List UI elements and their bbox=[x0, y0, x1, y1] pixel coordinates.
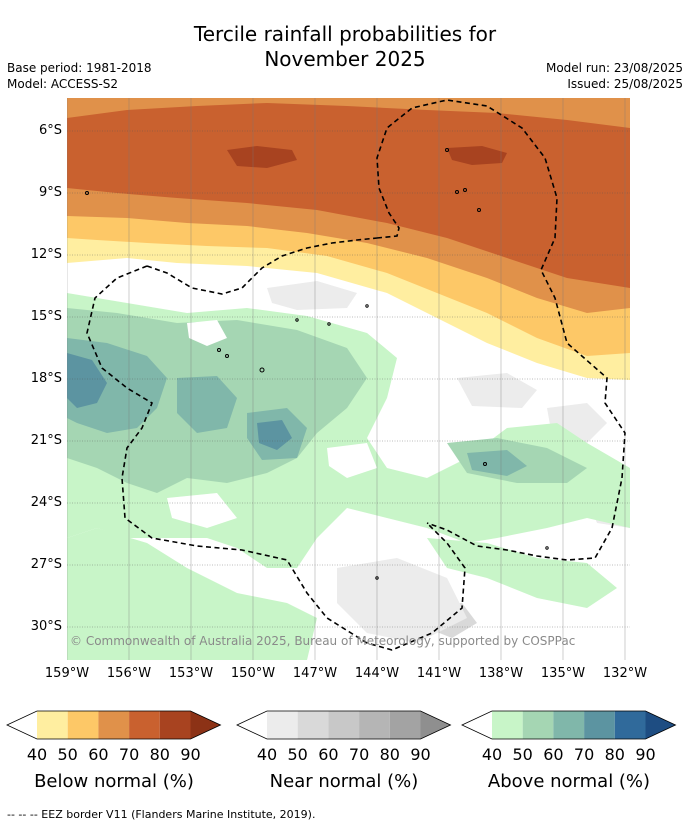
above-60-region bbox=[467, 450, 527, 476]
lat-label: 30°S bbox=[30, 619, 62, 634]
cbar-segment bbox=[190, 711, 221, 739]
cbar-segment bbox=[492, 711, 523, 739]
cbar-tick: 80 bbox=[604, 745, 625, 764]
cbar-tick: 90 bbox=[635, 745, 656, 764]
cbar-segment bbox=[129, 711, 160, 739]
lat-label: 21°S bbox=[30, 433, 62, 448]
model-run: Model run: 23/08/2025 bbox=[545, 61, 683, 75]
cbar-segment bbox=[159, 711, 191, 739]
map-title: Tercile rainfall probabilities for Novem… bbox=[0, 22, 690, 72]
near-40-region bbox=[267, 281, 357, 310]
islands bbox=[85, 148, 549, 580]
cbar-segment bbox=[7, 711, 37, 739]
no-signal-area bbox=[167, 493, 237, 528]
cbar-tick: 40 bbox=[26, 745, 48, 764]
above-normal-title: Above normal (%) bbox=[487, 771, 651, 792]
below-80-region bbox=[447, 146, 507, 165]
lat-label: 12°S bbox=[30, 247, 62, 262]
lon-label: 147°W bbox=[292, 666, 338, 681]
cbar-tick: 80 bbox=[379, 745, 400, 764]
eez-border-note: -- -- -- EEZ border V11 (Flanders Marine… bbox=[7, 808, 316, 821]
cbar-segment bbox=[614, 711, 646, 739]
above-70-region bbox=[257, 420, 292, 450]
lon-gridlines bbox=[67, 98, 626, 660]
cbar-segment bbox=[237, 711, 267, 739]
base-period: Base period: 1981-2018 bbox=[7, 61, 152, 75]
cbar-segment bbox=[553, 711, 585, 739]
cbar-segment bbox=[297, 711, 329, 739]
lat-label: 15°S bbox=[30, 309, 62, 324]
cbar-segment bbox=[67, 711, 99, 739]
no-signal-area bbox=[327, 443, 377, 478]
cbar-segment bbox=[98, 711, 130, 739]
lat-label: 18°S bbox=[30, 371, 62, 386]
title-line-1: Tercile rainfall probabilities for bbox=[193, 22, 497, 46]
cbar-tick: 70 bbox=[118, 745, 140, 764]
near-40-region bbox=[337, 558, 467, 643]
cbar-tick: 50 bbox=[512, 745, 533, 764]
eez-border-tuamotu bbox=[146, 237, 378, 295]
cbar-segment bbox=[420, 711, 451, 739]
cbar-tick: 90 bbox=[410, 745, 431, 764]
near-normal-colorbar bbox=[236, 710, 452, 740]
above-60-region bbox=[177, 376, 237, 433]
cbar-tick: 40 bbox=[481, 745, 503, 764]
lon-label: 141°W bbox=[416, 666, 462, 681]
no-signal-area bbox=[187, 320, 227, 346]
cbar-tick: 90 bbox=[180, 745, 201, 764]
lon-label: 156°W bbox=[106, 666, 152, 681]
cbar-segment bbox=[584, 711, 615, 739]
run-info: Model run: 23/08/2025 Issued: 25/08/2025 bbox=[546, 60, 683, 92]
cbar-tick: 50 bbox=[287, 745, 308, 764]
cbar-segment bbox=[389, 711, 421, 739]
lon-label: 135°W bbox=[540, 666, 586, 681]
lon-label: 144°W bbox=[354, 666, 400, 681]
cbar-tick: 60 bbox=[88, 745, 109, 764]
cbar-segment bbox=[37, 711, 68, 739]
cbar-segment bbox=[645, 711, 676, 739]
cbar-segment bbox=[328, 711, 360, 739]
copyright-notice: © Commonwealth of Australia 2025, Bureau… bbox=[70, 634, 576, 648]
title-line-2: November 2025 bbox=[264, 47, 426, 71]
below-normal-colorbar bbox=[6, 710, 222, 740]
lon-label: 159°W bbox=[44, 666, 90, 681]
cbar-tick: 60 bbox=[543, 745, 564, 764]
lat-label: 9°S bbox=[38, 185, 62, 200]
cbar-tick: 50 bbox=[57, 745, 78, 764]
below-80-region bbox=[227, 146, 297, 168]
above-70-region bbox=[67, 353, 107, 408]
lat-label: 6°S bbox=[38, 123, 62, 138]
cbar-tick: 70 bbox=[348, 745, 370, 764]
above-normal-colorbar bbox=[461, 710, 677, 740]
cbar-segment bbox=[462, 711, 492, 739]
cbar-tick: 70 bbox=[573, 745, 595, 764]
lon-label: 138°W bbox=[478, 666, 524, 681]
eez-border-marquesas bbox=[376, 99, 626, 561]
cbar-segment bbox=[522, 711, 554, 739]
model-info: Base period: 1981-2018 Model: ACCESS-S2 bbox=[7, 60, 152, 92]
lon-label: 153°W bbox=[168, 666, 214, 681]
near-40-region bbox=[457, 373, 537, 408]
eez-border-cook-islands bbox=[86, 265, 466, 651]
above-40-region bbox=[427, 538, 617, 608]
cbar-tick: 60 bbox=[318, 745, 339, 764]
cbar-tick: 40 bbox=[256, 745, 278, 764]
near-normal-title: Near normal (%) bbox=[269, 771, 419, 792]
probability-map bbox=[67, 98, 630, 660]
cbar-segment bbox=[267, 711, 298, 739]
model-name: Model: ACCESS-S2 bbox=[7, 77, 119, 91]
issued-date: Issued: 25/08/2025 bbox=[567, 77, 683, 91]
lon-label: 150°W bbox=[230, 666, 276, 681]
lon-label: 132°W bbox=[602, 666, 648, 681]
below-normal-title: Below normal (%) bbox=[34, 771, 194, 792]
lat-label: 24°S bbox=[30, 495, 62, 510]
lat-label: 27°S bbox=[30, 557, 62, 572]
cbar-tick: 80 bbox=[149, 745, 170, 764]
cbar-segment bbox=[359, 711, 390, 739]
